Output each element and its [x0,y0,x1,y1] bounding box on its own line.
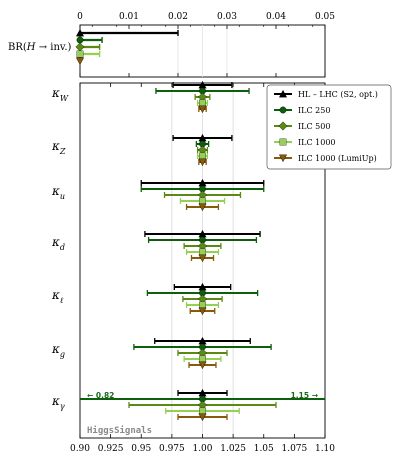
bottom-xtick-label: 0.925 [98,444,124,454]
legend-marker-0 [278,89,288,98]
point-5-4 [198,361,207,370]
row-label-ku: κu [51,184,65,201]
point-1-3 [199,152,206,160]
clip-label-right: 1.15 → [291,391,318,400]
legend-label-0: HL – LHC (S2, opt.) [298,90,378,99]
legend-label-1: ILC 250 [298,106,330,115]
legend-marker-1 [279,106,287,114]
row-label-kd: κd [51,235,65,252]
point-6-4 [198,413,207,422]
bottom-xtick-label: 0.90 [70,444,90,454]
legend-label-4: ILC 1000 (LumiUp) [298,154,377,163]
point-1-4 [198,158,207,167]
legend: HL – LHC (S2, opt.) ILC 250 ILC 500 ILC 100… [266,84,392,170]
top-xtick-label: 0.05 [315,12,335,22]
bottom-xtick-label: 1.10 [315,444,335,454]
top-xtick-label: 0.01 [119,12,139,22]
top-ylabel: BR(H → inv.) [8,42,72,53]
point-4-4 [198,307,207,316]
bottom-xtick-label: 1.00 [192,444,212,454]
clip-label-left: ← 0.82 [87,391,114,400]
legend-marker-3 [279,138,287,146]
point-6-3 [199,407,206,415]
top-marker-2 [75,42,85,52]
legend-label-2: ILC 500 [298,122,330,131]
top-marker-0 [75,28,85,37]
top-marker-3 [76,50,84,58]
bottom-xtick-label: 1.075 [281,444,307,454]
row-labels: κW κZ κu κd κℓ κg κγ [51,86,69,411]
top-xtick-label: 0.04 [266,12,286,22]
row-label-kl: κℓ [51,288,64,305]
legend-box [266,84,392,170]
point-2-4 [198,203,207,212]
row-label-kg: κg [51,342,65,359]
row-label-kw: κW [51,86,69,103]
point-3-4 [198,254,207,263]
point-4-3 [199,301,206,309]
legend-label-3: ILC 1000 [298,138,336,147]
watermark: HiggsSignals [87,425,152,436]
top-xtick-label: 0.03 [217,12,237,22]
legend-marker-4 [278,154,288,163]
bottom-xtick-label: 1.05 [254,444,274,454]
point-2-3 [199,197,206,205]
point-5-3 [199,355,206,363]
legend-marker-2 [278,121,288,131]
top-marker-1 [76,36,84,44]
top-xtick-label: 0 [77,12,83,22]
point-0-4 [198,105,207,114]
bottom-xtick-label: 1.025 [220,444,246,454]
top-marker-4 [75,57,85,66]
bottom-xtick-label: 0.95 [131,444,151,454]
point-0-3 [199,99,206,107]
point-3-3 [199,248,206,256]
top-xtick-label: 0.02 [168,12,188,22]
row-label-kgamma: κγ [51,394,65,411]
row-label-kz: κZ [51,139,66,156]
bottom-xtick-label: 0.975 [159,444,185,454]
